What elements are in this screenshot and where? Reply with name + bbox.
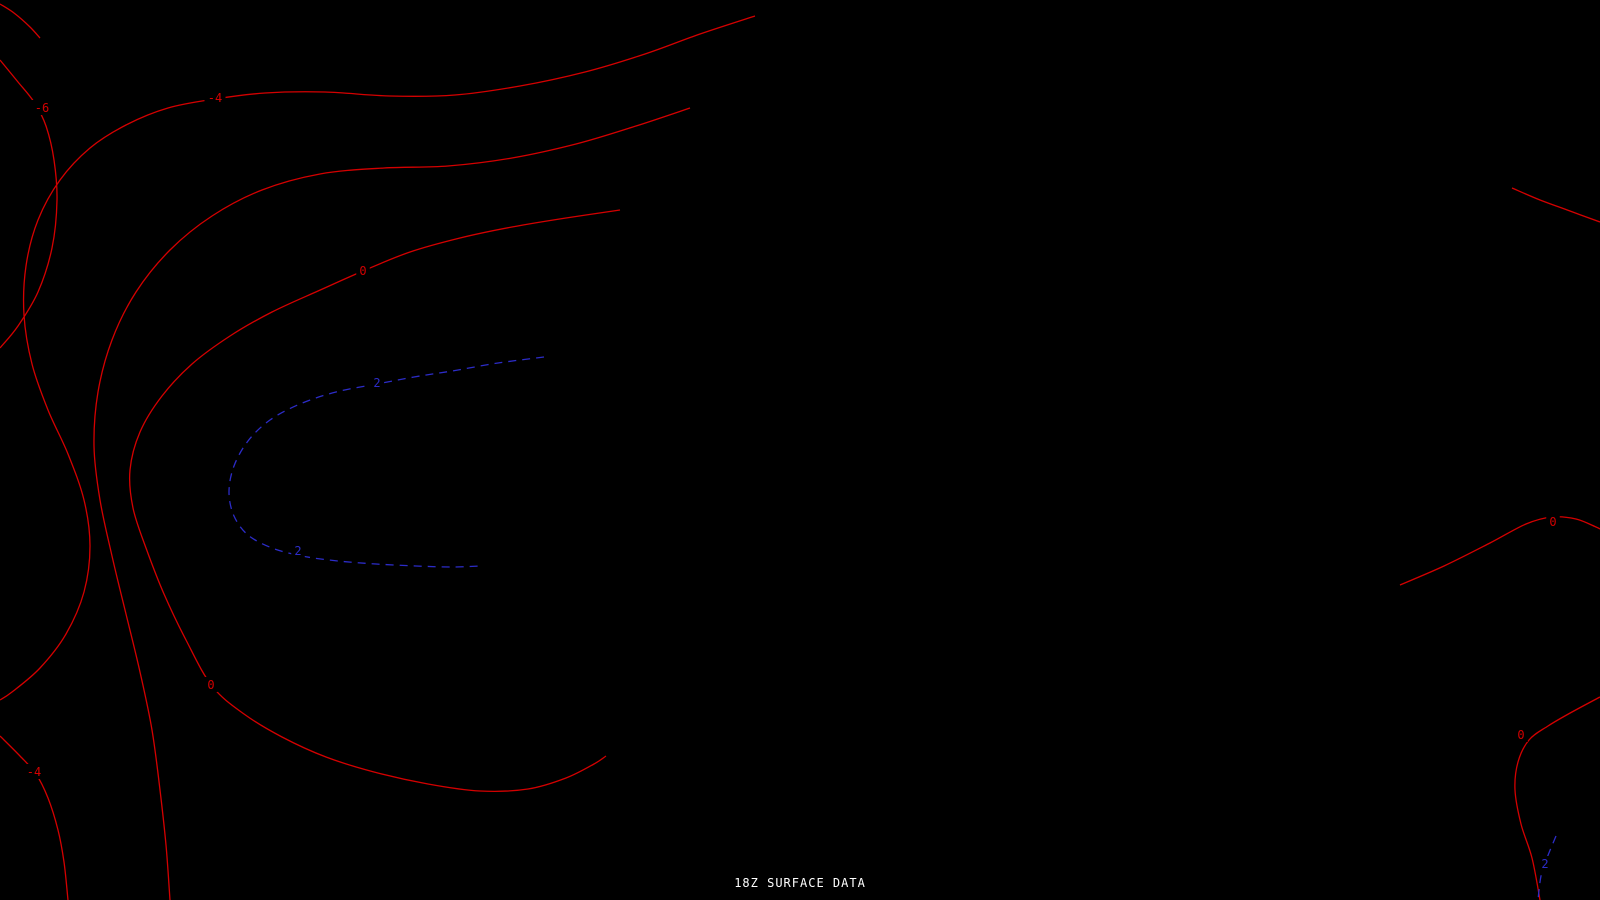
svg-text:2: 2 [373, 376, 380, 390]
isopleth-minus-4-upper-label: -4 [204, 90, 226, 105]
svg-text:-4: -4 [27, 765, 41, 779]
isopleth-zero-right-lower-line [1514, 696, 1600, 900]
isopleth-two-left-label: 2 [291, 543, 305, 558]
isopleth-zero-right-lower-label: 0 [1514, 727, 1528, 742]
svg-text:0: 0 [359, 264, 366, 278]
svg-text:2: 2 [1541, 857, 1548, 871]
isopleth-minus-4-lower-label: -4 [23, 764, 45, 779]
svg-text:0: 0 [1549, 515, 1556, 529]
isopleth-two-right-label: 2 [1538, 856, 1552, 871]
isopleth-two-left-label: 2 [370, 375, 384, 390]
svg-text:-6: -6 [35, 101, 49, 115]
isopleth-minus-6-line [0, 59, 58, 349]
isopleth-zero-left-line [128, 209, 621, 792]
svg-text:2: 2 [294, 544, 301, 558]
map-caption: 18Z SURFACE DATA [734, 876, 866, 890]
isopleth-zero-right-mid-label: 0 [1546, 514, 1560, 529]
isopleth-minus-4-upper-line [0, 15, 756, 701]
svg-text:-4: -4 [208, 91, 222, 105]
svg-text:0: 0 [1517, 728, 1524, 742]
isopleth-minus-6-label: -6 [31, 100, 53, 115]
isopleth-zero-left-label: 0 [356, 263, 370, 278]
isopleth-minus-4-lower-line [0, 735, 69, 900]
isopleth-zero-left-label: 0 [204, 677, 218, 692]
isopleth-minus-2-unlabeled-line [93, 107, 691, 900]
isopleth-two-left-line [228, 356, 545, 568]
top-right-segment-line [1511, 187, 1600, 223]
top-left-corner-segment-line [0, 3, 41, 39]
svg-text:0: 0 [207, 678, 214, 692]
isopleth-zero-right-mid-line [1399, 516, 1600, 586]
